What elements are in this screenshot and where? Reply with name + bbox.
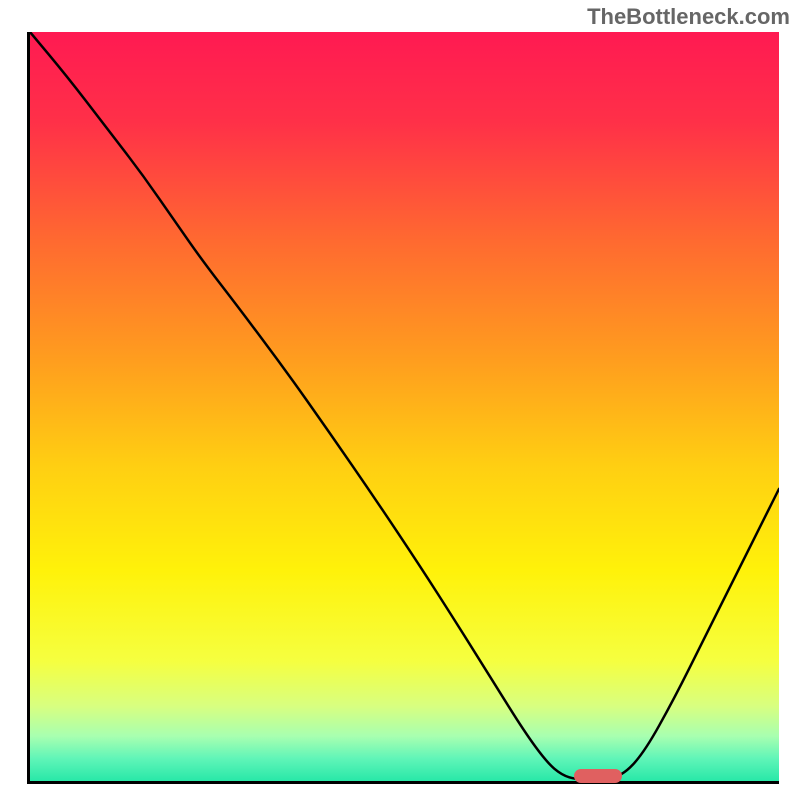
optimal-marker <box>574 769 622 783</box>
watermark-text: TheBottleneck.com <box>587 4 790 30</box>
curve-line <box>30 32 779 781</box>
bottleneck-chart: TheBottleneck.com <box>0 0 800 800</box>
plot-area <box>27 32 779 784</box>
